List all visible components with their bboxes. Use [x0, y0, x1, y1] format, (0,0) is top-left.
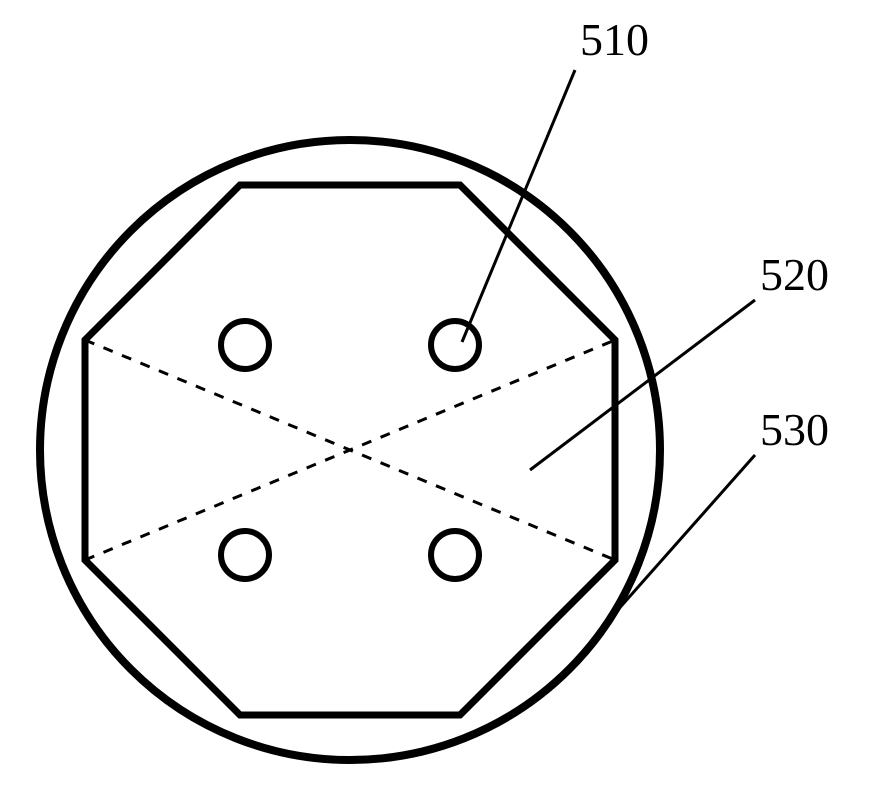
hole-circle: [221, 531, 269, 579]
leader-line: [600, 455, 755, 630]
hole-circle: [221, 321, 269, 369]
hole-circle: [431, 321, 479, 369]
part-label: 510: [580, 14, 649, 65]
part-label: 520: [760, 249, 829, 300]
technical-diagram: 510 520 530: [0, 0, 873, 807]
hole-circle: [431, 531, 479, 579]
part-label: 530: [760, 404, 829, 455]
